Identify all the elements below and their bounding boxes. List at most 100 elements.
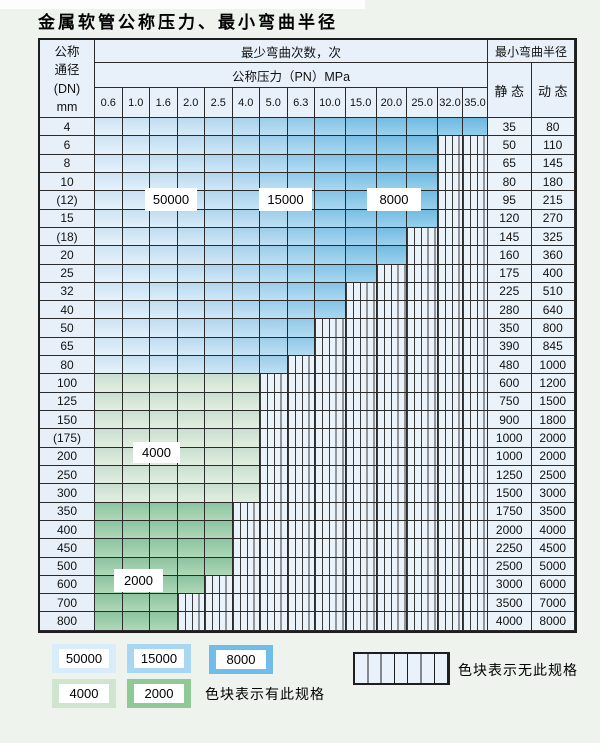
no-spec-cell [438, 227, 463, 247]
spec-cell [287, 246, 315, 265]
spec-cell [287, 319, 315, 338]
no-spec-cell [438, 246, 463, 265]
static-header: 静 态 [488, 63, 532, 118]
spec-cell [260, 356, 288, 375]
spec-cell [205, 246, 233, 265]
spec-cell [205, 557, 233, 576]
spec-cell [315, 136, 346, 155]
no-spec-cell [438, 154, 463, 173]
spec-cell [205, 484, 233, 503]
no-spec-cell [438, 356, 463, 375]
no-spec-cell [438, 484, 463, 503]
dynamic-value-cell: 1000 [531, 356, 575, 375]
spec-cell [150, 136, 178, 155]
pressure-col-header: 4.0 [232, 88, 260, 118]
legend-swatch-15000: 15000 [127, 644, 191, 673]
pressure-col-header: 25.0 [407, 88, 438, 118]
no-spec-cell [463, 539, 488, 558]
no-spec-cell [260, 557, 288, 576]
zone-label-8000: 8000 [367, 188, 421, 211]
no-spec-cell [376, 557, 408, 576]
spec-cell [232, 191, 260, 210]
spec-cell [376, 227, 408, 247]
spec-cell [260, 227, 288, 247]
no-spec-cell [287, 447, 315, 466]
no-spec-cell [345, 520, 377, 540]
spec-cell [315, 209, 346, 228]
spec-cell [177, 154, 205, 173]
no-spec-cell [345, 447, 377, 466]
spec-cell [95, 172, 123, 192]
no-spec-cell [376, 575, 408, 595]
spec-cell [463, 118, 488, 137]
min-bend-radius-header: 最小弯曲半径 [488, 40, 575, 63]
spec-cell [150, 118, 178, 137]
spec-cell [122, 374, 150, 393]
no-spec-cell [376, 337, 408, 357]
spec-cell [95, 411, 123, 430]
no-spec-cell [407, 447, 438, 466]
no-spec-cell [376, 447, 408, 466]
spec-cell [260, 337, 288, 357]
no-spec-cell [315, 465, 346, 485]
dynamic-value-cell: 845 [531, 337, 575, 357]
spec-cell [177, 209, 205, 228]
no-spec-cell [438, 557, 463, 576]
no-spec-cell [376, 539, 408, 558]
spec-cell [150, 520, 178, 540]
dn-cell: 100 [40, 374, 95, 393]
dynamic-value-cell: 510 [531, 282, 575, 302]
no-spec-cell [287, 429, 315, 448]
no-spec-cell [376, 484, 408, 503]
no-spec-cell [407, 319, 438, 338]
no-spec-cell [287, 539, 315, 558]
no-spec-cell [438, 282, 463, 302]
dynamic-value-cell: 400 [531, 264, 575, 283]
spec-cell [205, 154, 233, 173]
spec-cell [407, 118, 438, 137]
no-spec-cell [463, 154, 488, 173]
spec-cell [287, 209, 315, 228]
no-spec-cell [438, 337, 463, 357]
no-spec-cell [345, 539, 377, 558]
spec-cell [345, 154, 377, 173]
dn-cell: 400 [40, 520, 95, 540]
spec-cell [177, 374, 205, 393]
static-value-cell: 2250 [488, 539, 532, 558]
spec-cell [122, 465, 150, 485]
no-spec-cell [376, 319, 408, 338]
pressure-col-header: 2.0 [177, 88, 205, 118]
dynamic-header: 动 态 [531, 63, 575, 118]
dn-cell: 700 [40, 594, 95, 613]
no-spec-cell [376, 392, 408, 411]
spec-cell [287, 154, 315, 173]
spec-cell [205, 319, 233, 338]
no-spec-cell [463, 520, 488, 540]
spec-cell [177, 484, 205, 503]
spec-cell [376, 118, 408, 137]
spec-cell [315, 154, 346, 173]
no-spec-cell [438, 502, 463, 521]
spec-cell [232, 465, 260, 485]
no-spec-cell [463, 594, 488, 613]
no-spec-cell [438, 392, 463, 411]
spec-cell [95, 520, 123, 540]
no-spec-cell [463, 392, 488, 411]
no-spec-cell [260, 465, 288, 485]
legend-swatch-label: 50000 [59, 649, 109, 668]
dn-cell: 40 [40, 301, 95, 320]
spec-cell [205, 502, 233, 521]
spec-cell [177, 520, 205, 540]
dynamic-value-cell: 1800 [531, 411, 575, 430]
spec-cell [260, 136, 288, 155]
dynamic-value-cell: 215 [531, 191, 575, 210]
spec-cell [205, 136, 233, 155]
no-spec-cell [345, 594, 377, 613]
static-value-cell: 120 [488, 209, 532, 228]
no-spec-cell [232, 557, 260, 576]
static-value-cell: 750 [488, 392, 532, 411]
spec-cell [177, 539, 205, 558]
no-spec-cell [463, 411, 488, 430]
no-spec-cell [287, 594, 315, 613]
no-spec-cell [315, 612, 346, 631]
